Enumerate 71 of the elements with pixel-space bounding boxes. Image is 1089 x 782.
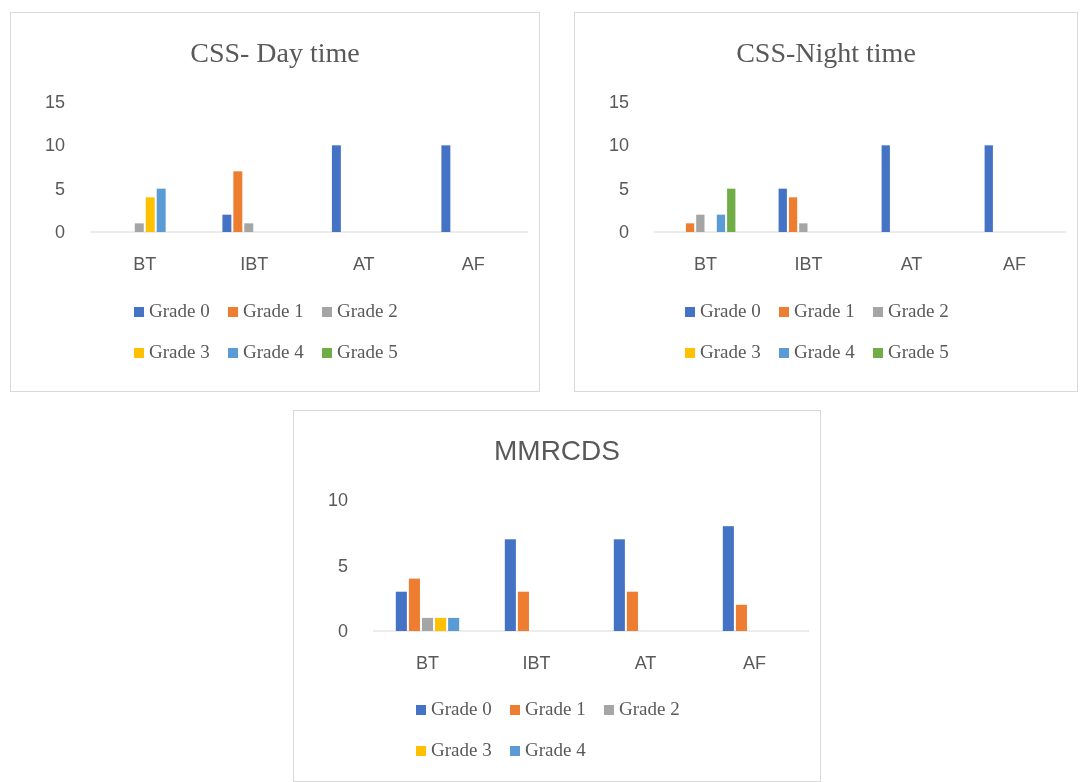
bar — [685, 223, 695, 232]
bar — [778, 188, 787, 232]
legend-label: Grade 4 — [794, 341, 856, 362]
y-tick-label: 0 — [618, 222, 629, 242]
bar — [233, 171, 243, 232]
y-tick-label: 0 — [337, 621, 348, 641]
y-tick-label: 10 — [44, 135, 65, 156]
x-tick-label: BT — [693, 254, 718, 274]
legend-label: Grade 0 — [149, 300, 210, 321]
bar — [331, 145, 341, 232]
legend-label: Grade 2 — [337, 300, 398, 321]
x-tick-label: IBT — [240, 254, 269, 274]
legend-label: Grade 3 — [149, 341, 210, 362]
bar — [881, 145, 890, 232]
bar — [435, 617, 447, 631]
legend-label: Grade 2 — [619, 698, 680, 719]
bar — [735, 604, 747, 631]
x-tick-label: IBT — [794, 254, 823, 274]
bar — [799, 223, 808, 232]
x-tick-label: BT — [415, 653, 440, 673]
bar — [395, 591, 407, 631]
y-tick-label: 10 — [327, 490, 348, 510]
bar — [722, 526, 734, 631]
x-tick-label: AT — [900, 254, 923, 274]
bar — [408, 578, 420, 631]
y-tick-label: 0 — [54, 222, 65, 242]
legend-label: Grade 1 — [794, 300, 855, 321]
y-tick-label: 5 — [618, 178, 629, 199]
legend-label: Grade 1 — [525, 698, 586, 719]
legend-label: Grade 5 — [337, 341, 398, 362]
legend-label: Grade 0 — [431, 698, 492, 719]
bar — [727, 188, 736, 232]
bar — [696, 214, 705, 232]
legend-label: Grade 3 — [700, 341, 761, 362]
x-tick-label: AF — [461, 254, 485, 274]
bar — [626, 591, 638, 631]
legend-label: Grade 4 — [525, 739, 587, 760]
chart-title: CSS- Day time — [190, 37, 360, 68]
bar — [504, 539, 516, 631]
bar — [517, 591, 529, 631]
bar — [421, 617, 434, 631]
bar — [145, 197, 155, 232]
x-tick-label: AT — [634, 653, 657, 673]
y-tick-label: 5 — [54, 178, 65, 199]
bar — [156, 188, 166, 232]
x-tick-label: AF — [1002, 254, 1027, 274]
bar — [134, 223, 144, 232]
bar — [788, 197, 798, 232]
y-tick-label: 15 — [44, 92, 65, 112]
y-tick-label: 5 — [337, 555, 348, 576]
bar — [222, 214, 232, 232]
legend-label: Grade 1 — [243, 300, 304, 321]
legend-label: Grade 4 — [243, 341, 305, 362]
bar — [613, 539, 625, 631]
chart-title: CSS-Night time — [736, 37, 916, 68]
legend-label: Grade 5 — [888, 341, 949, 362]
legend-label: Grade 2 — [888, 300, 949, 321]
x-tick-label: AF — [742, 653, 767, 673]
bar — [984, 145, 993, 232]
legend-label: Grade 0 — [700, 300, 761, 321]
chart-title: MMRCDS — [494, 435, 620, 466]
bar — [441, 145, 451, 232]
x-tick-label: AT — [352, 254, 375, 274]
x-tick-label: IBT — [522, 653, 551, 673]
y-tick-label: 15 — [608, 92, 629, 112]
bar — [448, 617, 460, 631]
bar — [716, 214, 726, 232]
y-tick-label: 10 — [608, 135, 629, 156]
bar — [244, 223, 254, 232]
legend-label: Grade 3 — [431, 739, 492, 760]
x-tick-label: BT — [133, 254, 157, 274]
